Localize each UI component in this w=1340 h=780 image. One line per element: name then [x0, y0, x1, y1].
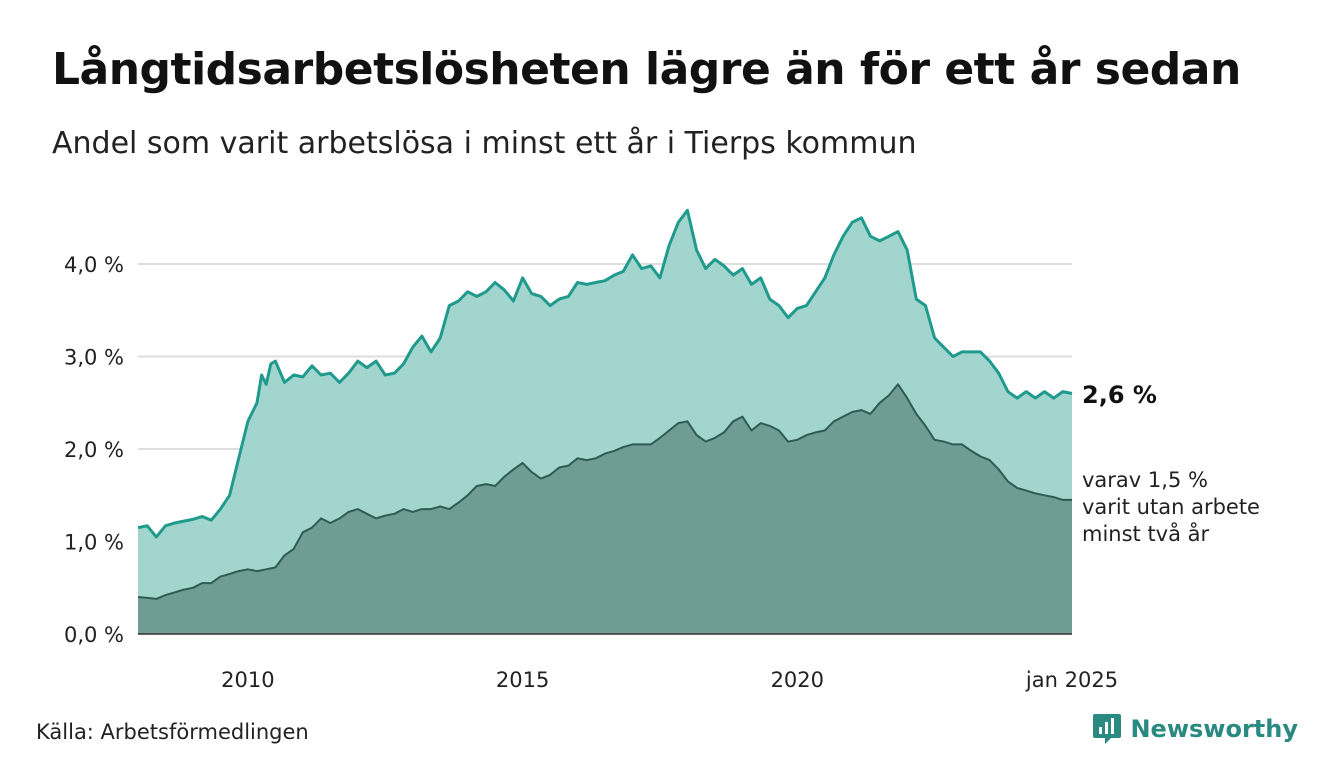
- x-tick-label: 2015: [496, 668, 549, 692]
- area-chart: 0,0 % 1,0 % 2,0 % 3,0 % 4,0 % 2010 2015 2020 jan…: [64, 208, 1260, 692]
- chart-title: Långtidsarbetslösheten lägre än för ett …: [52, 44, 1241, 95]
- end-label-two-years: minst två år: [1082, 521, 1210, 546]
- area-two_years: [138, 384, 1072, 634]
- y-tick-label: 1,0 %: [64, 531, 124, 555]
- chart-subtitle: Andel som varit arbetslösa i minst ett å…: [52, 126, 917, 161]
- series-areas: [137, 208, 1073, 635]
- x-tick-label: jan 2025: [1025, 668, 1118, 692]
- line-total: [137, 208, 1073, 539]
- line-two_years: [137, 383, 1072, 600]
- brand-logo[interactable]: Newsworthy: [1092, 712, 1298, 746]
- x-tick-label: 2020: [771, 668, 824, 692]
- end-label-total: 2,6 %: [1082, 381, 1157, 409]
- y-tick-label: 0,0 %: [64, 623, 124, 647]
- end-label-two-years: varit utan arbete: [1082, 495, 1260, 519]
- end-label-two-years: varav 1,5 %: [1082, 468, 1208, 492]
- brand-name: Newsworthy: [1130, 715, 1298, 743]
- y-tick-label: 4,0 %: [64, 253, 124, 277]
- y-tick-label: 2,0 %: [64, 438, 124, 462]
- axes: 0,0 % 1,0 % 2,0 % 3,0 % 4,0 % 2010 2015 2020 jan…: [64, 253, 1118, 692]
- y-tick-label: 3,0 %: [64, 346, 124, 370]
- source-note: Källa: Arbetsförmedlingen: [36, 720, 309, 744]
- newsworthy-logo-icon: [1093, 714, 1122, 744]
- x-tick-label: 2010: [221, 668, 274, 692]
